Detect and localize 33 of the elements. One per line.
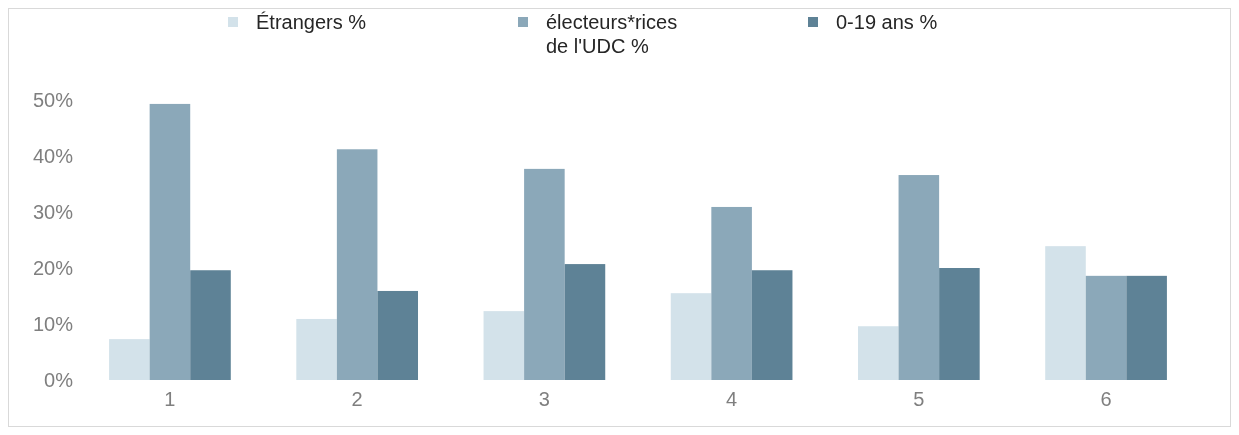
bar (564, 264, 606, 380)
bar (190, 270, 231, 380)
bar (711, 206, 752, 380)
bar (1045, 246, 1086, 380)
legend-label: Étrangers % (256, 11, 367, 33)
bar (751, 270, 793, 380)
legend-label: électeurs*rices de l'UDC % (546, 11, 678, 57)
bar (109, 339, 150, 380)
bar (898, 175, 940, 380)
bar (857, 326, 899, 380)
y-tick-label: 30% (32, 201, 74, 223)
bar (939, 268, 980, 380)
bar (377, 290, 419, 380)
bar (336, 149, 378, 380)
bar (524, 168, 565, 380)
x-tick-label: 1 (164, 388, 176, 410)
bar (296, 318, 337, 380)
y-tick-label: 0% (44, 369, 74, 391)
y-tick-label: 50% (32, 89, 74, 111)
y-tick-label: 20% (32, 257, 74, 279)
y-tick-label: 10% (32, 313, 74, 335)
x-tick-label: 6 (1100, 388, 1112, 410)
bar (483, 311, 525, 380)
x-tick-label: 3 (538, 388, 550, 410)
bar (1085, 275, 1127, 380)
x-tick-label: 4 (726, 388, 738, 410)
x-tick-label: 2 (351, 388, 363, 410)
x-tick-label: 5 (913, 388, 925, 410)
bar (149, 103, 191, 380)
y-tick-label: 40% (32, 145, 74, 167)
legend-label: 0-19 ans % (836, 11, 938, 33)
bar (670, 293, 712, 380)
bar (1126, 275, 1167, 380)
